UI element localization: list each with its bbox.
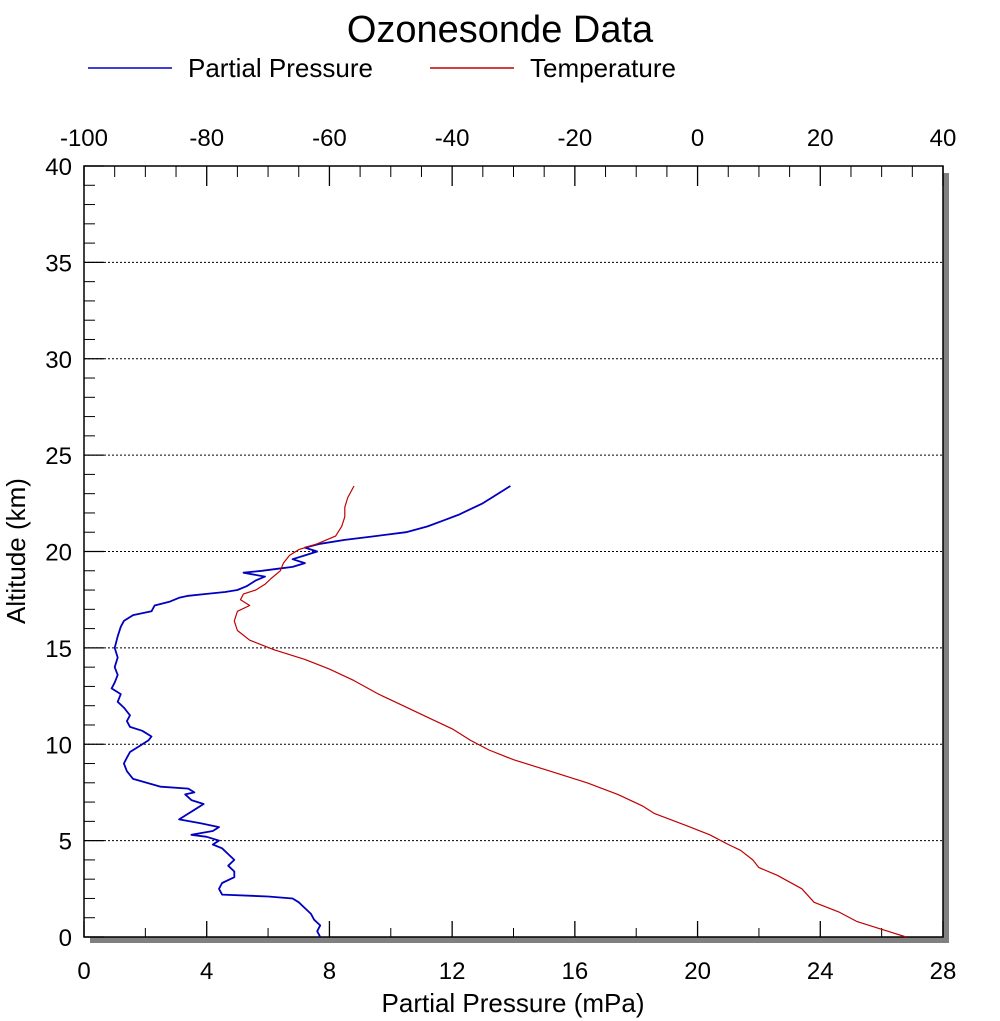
axis-ticks [83,165,944,938]
tick-labels: 0 5 10 15 20 25 30 35 40 0 4 8 12 16 20 24 28 -100 -80 -60 -… [45,125,956,985]
x-top-tick-label: -60 [312,125,347,152]
x-top-tick-label: -20 [558,125,593,152]
x-top-tick-label: -40 [435,125,470,152]
x-bottom-tick-label: 28 [930,958,957,985]
data-series [110,485,907,938]
y-tick-label: 10 [45,732,72,759]
legend: Partial Pressure Temperature [88,53,676,83]
legend-label-partial-pressure: Partial Pressure [188,53,373,83]
x-top-tick-label: -100 [60,125,108,152]
y-tick-label: 40 [45,154,72,181]
legend-label-temperature: Temperature [530,53,676,83]
x-top-tick-label: 0 [691,125,704,152]
x-bottom-tick-label: 24 [807,958,834,985]
x-bottom-tick-label: 0 [77,958,90,985]
series-line-partial-pressure [110,485,511,938]
y-tick-label: 0 [59,925,72,952]
y-tick-label: 5 [59,829,72,856]
x-bottom-tick-label: 8 [323,958,336,985]
plot-shadow-bottom [90,937,949,943]
x-top-tick-label: 20 [807,125,834,152]
x-bottom-tick-label: 20 [684,958,711,985]
x-bottom-tick-label: 12 [439,958,466,985]
plot-shadow-right [943,173,949,943]
series-line-temperature [233,485,907,938]
chart-title: Ozonesonde Data [347,9,654,51]
grid-lines [84,261,943,842]
y-tick-label: 20 [45,540,72,567]
y-tick-label: 15 [45,636,72,663]
y-tick-label: 35 [45,250,72,277]
x-bottom-tick-label: 16 [562,958,589,985]
y-tick-label: 25 [45,443,72,470]
y-tick-label: 30 [45,347,72,374]
x-axis-title: Partial Pressure (mPa) [382,988,645,1018]
x-top-tick-label: -80 [189,125,224,152]
y-axis-title: Altitude (km) [1,478,31,624]
x-top-tick-label: 40 [930,125,957,152]
x-bottom-tick-label: 4 [200,958,213,985]
